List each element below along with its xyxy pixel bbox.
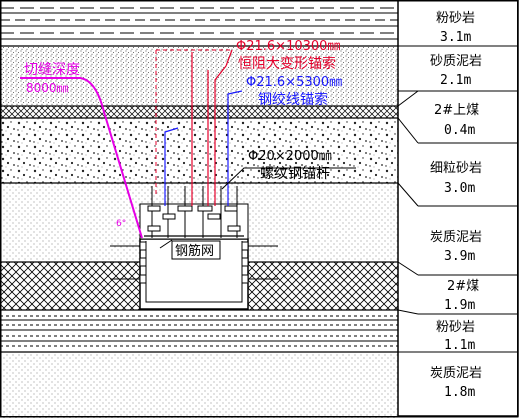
- short-cable-left: [164, 127, 179, 206]
- bolt-spec: Φ20×2000㎜: [248, 149, 332, 164]
- siltstone-dash-pattern: [0, 7, 398, 40]
- cut-depth-label: 切缝深度: [24, 62, 80, 78]
- legend-name-7: 粉砂岩: [436, 320, 475, 335]
- steel-mesh-line: [145, 241, 243, 303]
- legend-thick-6: 1.9m: [444, 298, 475, 313]
- annotations: 切缝深度 8000㎜ 6° Φ21.6×10300㎜ 恒阻大变形锚索 Φ21.6…: [24, 39, 342, 260]
- legend-name-1: 粉砂岩: [436, 11, 475, 26]
- bolt-leader: [221, 167, 356, 190]
- cut-depth-leader: [20, 77, 143, 239]
- layer-carbonaceous-mudstone-2: [0, 352, 398, 418]
- layer-sandy-mudstone: [0, 46, 398, 106]
- legend-thick-2: 2.1m: [440, 73, 471, 88]
- legend-thick-1: 3.1m: [440, 30, 471, 45]
- short-cable-name: 钢绞线锚索: [258, 91, 328, 108]
- bearing-plates: [147, 205, 241, 232]
- long-cable-leader: [155, 49, 232, 196]
- legend-name-8: 炭质泥岩: [430, 366, 482, 381]
- mesh-label-box: [171, 240, 221, 260]
- rib-plates: [139, 241, 249, 284]
- legend-name-3: 2#上煤: [434, 103, 479, 118]
- layer-fine-sandstone: [0, 118, 398, 183]
- legend-name-6: 2#煤: [447, 279, 479, 294]
- long-cables: [191, 49, 233, 206]
- mesh-leader: [159, 239, 173, 249]
- legend-name-4: 细粒砂岩: [430, 161, 482, 176]
- bolt-name: 螺纹钢锚杆: [260, 166, 330, 182]
- cut-angle-label: 6°: [116, 219, 126, 229]
- cut-depth-value: 8000㎜: [26, 81, 69, 95]
- legend-thick-5: 3.9m: [444, 249, 475, 264]
- layer-siltstone-bottom: [0, 310, 398, 352]
- short-cables: [164, 90, 243, 206]
- long-cable-name: 恒阻大变形锚索: [238, 55, 336, 72]
- legend-name-2: 砂质泥岩: [430, 54, 482, 69]
- short-cable-spec: Φ21.6×5300㎜: [246, 75, 342, 90]
- legend-connectors: [397, 45, 518, 353]
- short-cable-right: [227, 90, 243, 206]
- leader-lines: [159, 167, 356, 249]
- legend-thick-8: 1.8m: [444, 385, 475, 400]
- long-cable-right: [214, 49, 233, 206]
- legend-thick-4: 3.0m: [444, 181, 475, 196]
- strata-legend: 粉砂岩 3.1m 砂质泥岩 2.1m 2#上煤 0.4m 细粒砂岩 3.0m 炭…: [397, 0, 519, 417]
- layer-upper-coal: [0, 106, 398, 118]
- mesh-label: 钢筋网: [175, 243, 214, 259]
- legend-name-5: 炭质泥岩: [430, 230, 482, 245]
- legend-thick-3: 0.4m: [444, 123, 475, 138]
- long-cable-spec: Φ21.6×10300㎜: [236, 39, 340, 54]
- cut-line: [20, 77, 143, 239]
- legend-thick-7: 1.1m: [444, 338, 475, 353]
- siltstone-bottom-dash-pattern: [0, 315, 398, 347]
